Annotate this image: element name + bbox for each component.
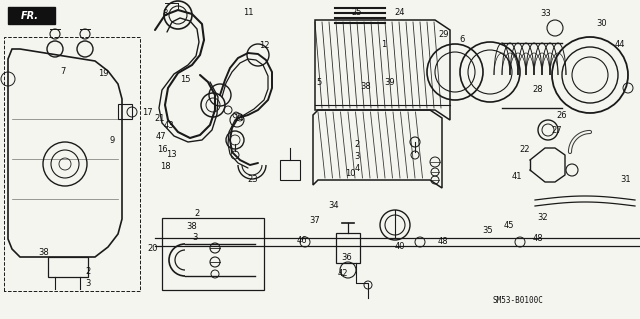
Text: 16: 16 [157, 145, 167, 154]
Text: 48: 48 [438, 237, 448, 246]
Text: 35: 35 [483, 226, 493, 235]
Text: 4: 4 [355, 164, 360, 173]
Text: 15: 15 [180, 75, 191, 84]
Text: 36: 36 [342, 253, 352, 262]
Text: 38: 38 [361, 82, 371, 91]
Polygon shape [8, 7, 55, 24]
Text: 5: 5 [316, 78, 321, 87]
Text: 31: 31 [621, 175, 631, 184]
Text: 44: 44 [614, 40, 625, 48]
Text: 11: 11 [243, 8, 253, 17]
Text: 20: 20 [147, 244, 157, 253]
Text: 33: 33 [540, 9, 550, 18]
Text: 47: 47 [156, 132, 166, 141]
Text: 10: 10 [346, 169, 356, 178]
Text: 34: 34 [329, 201, 339, 210]
Text: 37: 37 [310, 216, 320, 225]
Text: 6: 6 [460, 35, 465, 44]
Text: 38: 38 [187, 222, 197, 231]
Text: 45: 45 [504, 221, 514, 230]
Text: 32: 32 [538, 213, 548, 222]
Text: 26: 26 [557, 111, 567, 120]
Text: 3: 3 [86, 279, 91, 288]
Text: 40: 40 [395, 242, 405, 251]
Text: 7: 7 [60, 67, 65, 76]
Text: 24: 24 [395, 8, 405, 17]
Text: 17: 17 [142, 108, 152, 117]
Text: 2: 2 [86, 267, 91, 276]
Text: SM53-B0100C: SM53-B0100C [493, 296, 544, 305]
Text: 18: 18 [160, 162, 170, 171]
Text: FR.: FR. [21, 11, 39, 21]
Text: 1: 1 [381, 40, 387, 48]
Text: 23: 23 [248, 175, 258, 184]
Text: 14: 14 [234, 114, 244, 123]
Text: 3: 3 [355, 152, 360, 161]
Text: 30: 30 [596, 19, 607, 28]
Text: 19: 19 [99, 69, 109, 78]
Text: 12: 12 [259, 41, 269, 50]
Text: 8: 8 [163, 9, 168, 18]
Text: 48: 48 [532, 234, 543, 243]
Text: 21: 21 [154, 114, 164, 123]
Text: 38: 38 [38, 248, 49, 256]
Text: 43: 43 [164, 121, 174, 130]
Text: 27: 27 [552, 126, 562, 135]
Text: 41: 41 [512, 172, 522, 181]
Text: 42: 42 [337, 269, 348, 278]
Text: 22: 22 [520, 145, 530, 154]
Text: 13: 13 [166, 150, 177, 159]
Text: 28: 28 [532, 85, 543, 94]
Text: 29: 29 [438, 30, 449, 39]
Text: 25: 25 [352, 8, 362, 17]
Text: 3: 3 [193, 233, 198, 242]
Text: 46: 46 [297, 236, 307, 245]
Text: 39: 39 [384, 78, 394, 87]
Text: 9: 9 [109, 137, 115, 145]
Text: 2: 2 [355, 140, 360, 149]
Text: 2: 2 [195, 209, 200, 218]
